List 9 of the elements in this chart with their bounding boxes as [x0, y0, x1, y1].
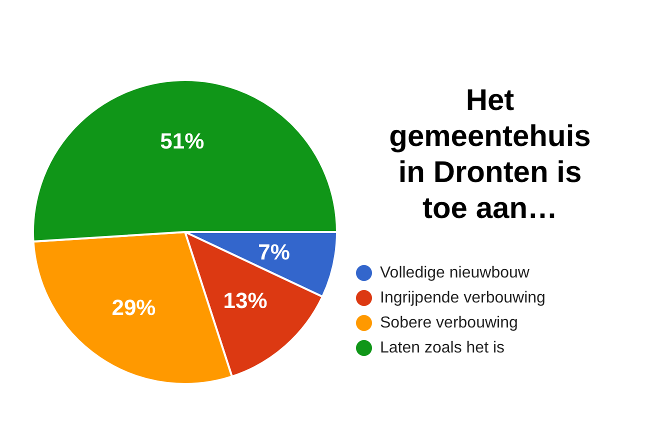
data-label: 51% — [160, 128, 204, 154]
text: Het gemeentehuis in Dronten is toe aan… — [389, 84, 591, 225]
legend-label: Sobere verbouwing — [380, 314, 518, 332]
data-label: 13% — [223, 288, 268, 313]
data-label: 7% — [258, 239, 290, 264]
legend-label: Volledige nieuwbouw — [380, 264, 530, 282]
data-label: 29% — [112, 294, 156, 320]
legend-label: Laten zoals het is — [380, 340, 505, 356]
legend-label: Ingrijpende verbouwing — [380, 290, 546, 306]
